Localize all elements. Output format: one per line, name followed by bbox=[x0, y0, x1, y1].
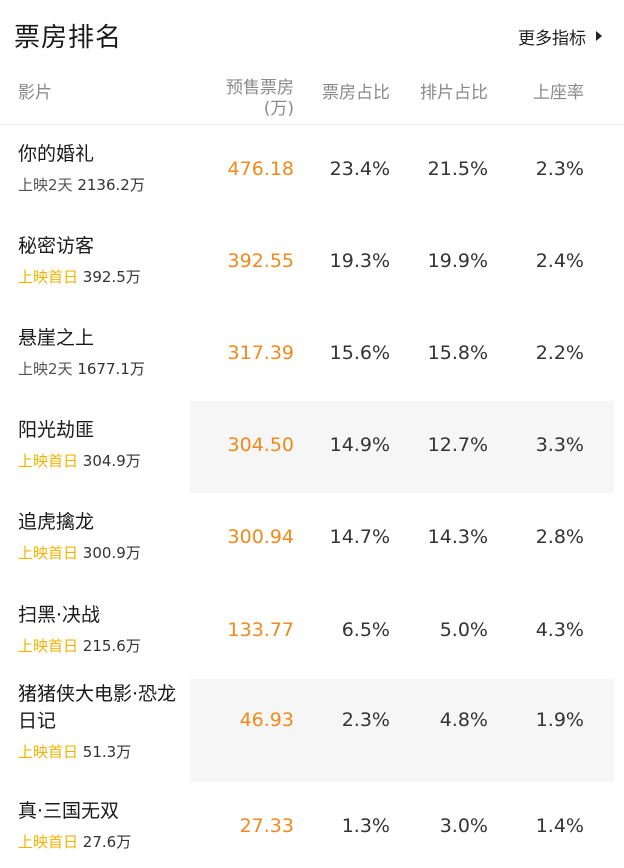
column-header-screen-ratio[interactable]: 排片占比 bbox=[420, 83, 488, 103]
screen-ratio-value: 19.9% bbox=[427, 250, 488, 272]
presale-value: 304.50 bbox=[227, 434, 294, 456]
row-highlight bbox=[190, 679, 614, 782]
seat-rate-value: 2.3% bbox=[535, 158, 584, 180]
column-header-presale[interactable]: 预售票房 (万) bbox=[226, 78, 294, 120]
film-name: 你的婚礼 bbox=[18, 143, 95, 165]
column-header-seat-rate[interactable]: 上座率 bbox=[533, 83, 584, 103]
total-box-office: 304.9万 bbox=[82, 452, 141, 470]
seat-rate-value: 1.9% bbox=[535, 709, 584, 731]
release-tag: 上映首日 bbox=[18, 637, 79, 655]
total-box-office: 392.5万 bbox=[82, 268, 141, 286]
film-name: 追虎擒龙 bbox=[18, 511, 95, 533]
seat-rate-value: 2.2% bbox=[535, 342, 584, 364]
film-sub-info: 上映首日 392.5万 bbox=[18, 266, 141, 287]
film-name: 扫黑·决战 bbox=[18, 604, 101, 626]
total-box-office: 51.3万 bbox=[82, 743, 132, 761]
film-name: 悬崖之上 bbox=[18, 327, 95, 349]
film-name: 猪猪侠大电影·恐龙日记 bbox=[18, 683, 177, 732]
divider bbox=[0, 124, 624, 125]
screen-ratio-value: 5.0% bbox=[439, 619, 488, 641]
presale-value: 476.18 bbox=[227, 158, 294, 180]
seat-rate-value: 1.4% bbox=[535, 815, 584, 837]
film-sub-info: 上映首日 51.3万 bbox=[18, 741, 131, 762]
triangle-right-icon[interactable] bbox=[596, 31, 602, 41]
table-row[interactable]: 猪猪侠大电影·恐龙日记上映首日 51.3万 46.93 2.3% 4.8% 1.9% bbox=[0, 679, 624, 782]
presale-value: 300.94 bbox=[227, 526, 294, 548]
presale-value: 317.39 bbox=[227, 342, 294, 364]
column-header-film: 影片 bbox=[18, 83, 52, 103]
screen-ratio-value: 21.5% bbox=[427, 158, 488, 180]
seat-rate-value: 3.3% bbox=[535, 434, 584, 456]
presale-value: 46.93 bbox=[239, 709, 294, 731]
film-sub-info: 上映首日 304.9万 bbox=[18, 450, 141, 471]
total-box-office: 2136.2万 bbox=[77, 176, 145, 194]
presale-value: 392.55 bbox=[227, 250, 294, 272]
screen-ratio-value: 4.8% bbox=[439, 709, 488, 731]
release-tag: 上映首日 bbox=[18, 268, 79, 286]
table-row[interactable]: 阳光劫匪上映首日 304.9万 304.50 14.9% 12.7% 3.3% bbox=[0, 401, 624, 493]
box-ratio-value: 14.9% bbox=[329, 434, 390, 456]
box-ratio-value: 19.3% bbox=[329, 250, 390, 272]
total-box-office: 27.6万 bbox=[82, 833, 132, 851]
film-sub-info: 上映2天 1677.1万 bbox=[18, 358, 145, 379]
release-tag: 上映2天 bbox=[18, 176, 73, 194]
film-name: 阳光劫匪 bbox=[18, 419, 95, 441]
box-ratio-value: 1.3% bbox=[341, 815, 390, 837]
release-tag: 上映首日 bbox=[18, 833, 79, 851]
film-sub-info: 上映首日 300.9万 bbox=[18, 542, 141, 563]
row-highlight bbox=[190, 401, 614, 493]
column-header-presale-label: 预售票房 bbox=[226, 78, 294, 98]
table-row[interactable]: 秘密访客上映首日 392.5万 392.55 19.3% 19.9% 2.4% bbox=[0, 217, 624, 309]
box-ratio-value: 23.4% bbox=[329, 158, 390, 180]
film-name: 真·三国无双 bbox=[18, 800, 120, 822]
more-metrics-button[interactable]: 更多指标 bbox=[518, 29, 586, 49]
screen-ratio-value: 3.0% bbox=[439, 815, 488, 837]
total-box-office: 300.9万 bbox=[82, 544, 141, 562]
box-ratio-value: 6.5% bbox=[341, 619, 390, 641]
table-row[interactable]: 真·三国无双 上映首日 27.6万 27.33 1.3% 3.0% 1.4% bbox=[0, 782, 624, 868]
film-sub-info: 上映首日 27.6万 bbox=[18, 831, 131, 852]
presale-value: 133.77 bbox=[227, 619, 294, 641]
total-box-office: 1677.1万 bbox=[77, 360, 145, 378]
presale-value: 27.33 bbox=[239, 815, 294, 837]
screen-ratio-value: 15.8% bbox=[427, 342, 488, 364]
table-row[interactable]: 扫黑·决战上映首日 215.6万 133.77 6.5% 5.0% 4.3% bbox=[0, 586, 624, 679]
release-tag: 上映首日 bbox=[18, 743, 79, 761]
release-tag: 上映首日 bbox=[18, 544, 79, 562]
seat-rate-value: 2.8% bbox=[535, 526, 584, 548]
screen-ratio-value: 14.3% bbox=[427, 526, 488, 548]
table-row[interactable]: 你的婚礼上映2天 2136.2万 476.18 23.4% 21.5% 2.3% bbox=[0, 125, 624, 217]
film-sub-info: 上映2天 2136.2万 bbox=[18, 174, 145, 195]
seat-rate-value: 2.4% bbox=[535, 250, 584, 272]
film-sub-info: 上映首日 215.6万 bbox=[18, 635, 141, 656]
box-ratio-value: 2.3% bbox=[341, 709, 390, 731]
seat-rate-value: 4.3% bbox=[535, 619, 584, 641]
total-box-office: 215.6万 bbox=[82, 637, 141, 655]
page-title: 票房排名 bbox=[14, 23, 123, 53]
release-tag: 上映首日 bbox=[18, 452, 79, 470]
release-tag: 上映2天 bbox=[18, 360, 73, 378]
table-row[interactable]: 悬崖之上上映2天 1677.1万 317.39 15.6% 15.8% 2.2% bbox=[0, 309, 624, 401]
column-header-presale-unit: (万) bbox=[263, 99, 294, 119]
film-name: 秘密访客 bbox=[18, 235, 95, 257]
table-row[interactable]: 追虎擒龙上映首日 300.9万 300.94 14.7% 14.3% 2.8% bbox=[0, 493, 624, 586]
screen-ratio-value: 12.7% bbox=[427, 434, 488, 456]
column-header-row: 影片 预售票房 (万) 票房占比 排片占比 上座率 bbox=[0, 70, 624, 126]
box-ratio-value: 14.7% bbox=[329, 526, 390, 548]
column-header-box-ratio[interactable]: 票房占比 bbox=[322, 83, 390, 103]
header: 票房排名 更多指标 bbox=[0, 0, 624, 70]
box-ratio-value: 15.6% bbox=[329, 342, 390, 364]
